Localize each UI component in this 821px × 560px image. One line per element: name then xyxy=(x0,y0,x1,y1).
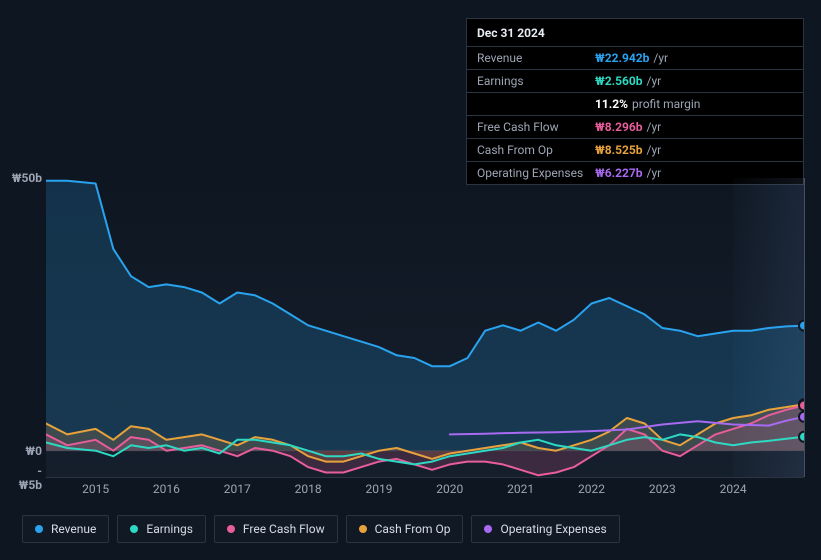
legend-swatch xyxy=(359,525,367,533)
series-marker xyxy=(799,412,804,422)
chart-svg xyxy=(46,178,804,478)
tooltip-row-unit: /yr xyxy=(647,143,662,157)
tooltip-row: Revenue₩22.942b/yr xyxy=(467,47,803,70)
series-marker xyxy=(799,432,804,442)
hover-line xyxy=(804,178,805,477)
chart-legend: Revenue Earnings Free Cash Flow Cash From O… xyxy=(22,515,620,543)
y-tick-label: ₩50b xyxy=(12,171,42,185)
tooltip-row-unit: /yr xyxy=(647,74,662,88)
legend-swatch xyxy=(484,525,492,533)
x-tick-label: 2018 xyxy=(295,482,322,496)
tooltip-subrow-value: 11.2% xyxy=(595,97,628,111)
legend-item[interactable]: Free Cash Flow xyxy=(214,515,338,543)
tooltip-row-label: Revenue xyxy=(477,51,595,65)
tooltip-subrow-label: profit margin xyxy=(632,97,700,111)
x-tick-label: 2019 xyxy=(365,482,392,496)
tooltip-row-label: Free Cash Flow xyxy=(477,120,595,134)
legend-item[interactable]: Operating Expenses xyxy=(471,515,619,543)
series-marker xyxy=(799,321,804,331)
x-tick-label: 2023 xyxy=(649,482,676,496)
x-tick-label: 2016 xyxy=(153,482,180,496)
legend-item[interactable]: Revenue xyxy=(22,515,109,543)
tooltip-row-value: ₩8.296b xyxy=(595,120,643,134)
x-tick-label: 2024 xyxy=(720,482,747,496)
y-tick-label: -₩5b xyxy=(18,464,42,492)
tooltip-row-value: ₩2.560b xyxy=(595,74,643,88)
tooltip-date: Dec 31 2024 xyxy=(467,19,803,47)
tooltip-row-label: Earnings xyxy=(477,74,595,88)
x-tick-label: 2017 xyxy=(224,482,251,496)
tooltip-row-unit: /yr xyxy=(653,51,668,65)
series-area xyxy=(46,181,804,451)
chart-tooltip: Dec 31 2024 Revenue₩22.942b/yrEarnings₩2… xyxy=(466,18,804,185)
legend-item[interactable]: Earnings xyxy=(117,515,206,543)
x-tick-label: 2021 xyxy=(507,482,534,496)
x-tick-label: 2022 xyxy=(578,482,605,496)
legend-swatch xyxy=(35,525,43,533)
legend-label: Revenue xyxy=(51,522,96,536)
tooltip-row: Free Cash Flow₩8.296b/yr xyxy=(467,116,803,139)
tooltip-row-unit: /yr xyxy=(647,120,662,134)
tooltip-row: Earnings₩2.560b/yr xyxy=(467,70,803,93)
legend-label: Cash From Op xyxy=(375,522,451,536)
legend-label: Operating Expenses xyxy=(500,522,606,536)
x-tick-label: 2020 xyxy=(436,482,463,496)
legend-swatch xyxy=(130,525,138,533)
tooltip-row-value: ₩8.525b xyxy=(595,143,643,157)
legend-label: Earnings xyxy=(146,522,193,536)
tooltip-row-label: Cash From Op xyxy=(477,143,595,157)
x-tick-label: 2015 xyxy=(82,482,109,496)
plot-area[interactable] xyxy=(46,178,804,478)
y-tick-label: ₩0 xyxy=(25,444,42,458)
legend-swatch xyxy=(227,525,235,533)
series-marker xyxy=(799,400,804,410)
tooltip-row: Cash From Op₩8.525b/yr xyxy=(467,139,803,162)
tooltip-row-value: ₩22.942b xyxy=(595,51,649,65)
tooltip-subrow: 11.2% profit margin xyxy=(467,93,803,116)
legend-label: Free Cash Flow xyxy=(243,522,325,536)
legend-item[interactable]: Cash From Op xyxy=(346,515,464,543)
